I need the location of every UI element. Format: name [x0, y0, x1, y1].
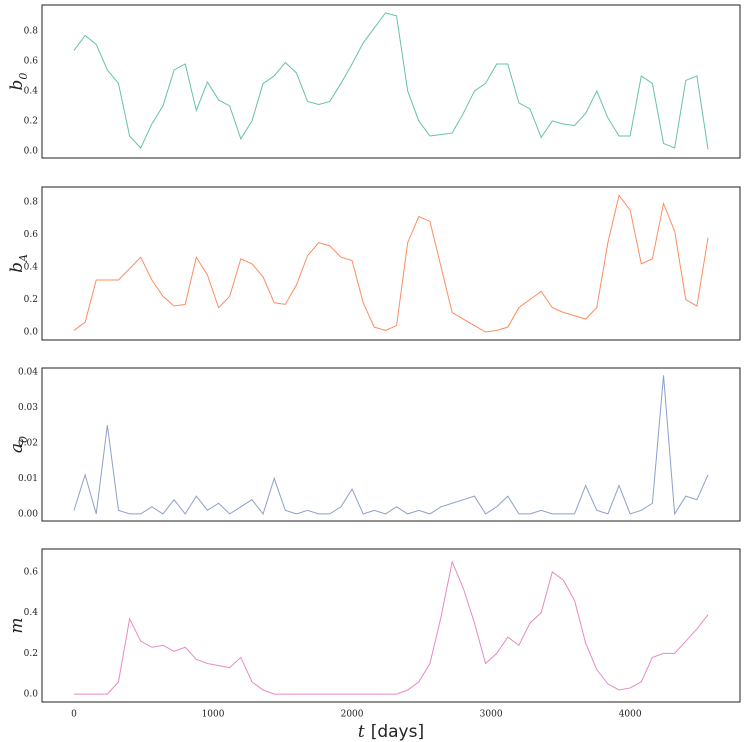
axes-frame: [41, 548, 741, 703]
x-axis-label: t [days]: [358, 722, 424, 742]
y-axis-label-subscript: A: [17, 254, 30, 263]
y-tick-label: 0.6: [24, 567, 39, 577]
y-axis-label-text: b: [7, 80, 27, 91]
y-tick-label: 0.2: [24, 116, 38, 126]
y-tick-label: 0.2: [24, 295, 38, 305]
data-line: [73, 375, 709, 516]
axes-frame: [41, 4, 741, 159]
y-axis-label: bA: [7, 254, 30, 273]
y-axis-label-text: a: [7, 443, 27, 453]
y-tick-label: 0.8: [24, 26, 39, 36]
y-tick-label: 0.04: [18, 367, 38, 377]
y-tick-label: 0.0: [24, 146, 39, 156]
y-tick-label: 0.01: [18, 474, 38, 484]
x-axis-label-var: t: [358, 722, 365, 742]
y-axis-label-text: b: [7, 262, 27, 273]
y-tick-label: 0.6: [24, 230, 39, 240]
axes-frame: [41, 367, 741, 522]
x-axis-label-unit: [days]: [371, 722, 424, 742]
y-axis-label-subscript: 0: [17, 436, 30, 443]
y-tick-label: 0.4: [24, 262, 39, 272]
y-axis-label: b0: [7, 73, 30, 91]
y-tick-label: 0.0: [24, 690, 39, 700]
y-axis-label-text: m: [7, 617, 27, 633]
y-axis-label: a0: [7, 436, 30, 453]
x-tick-label: 1000: [202, 710, 225, 720]
y-tick-label: 0.4: [24, 86, 39, 96]
x-tick-label: 2000: [341, 710, 364, 720]
x-tick-label: 3000: [480, 710, 503, 720]
y-tick-label: 0.03: [18, 403, 38, 413]
x-tick-label: 0: [71, 710, 77, 720]
y-axis-label-subscript: 0: [17, 73, 30, 80]
x-tick-label: 4000: [619, 710, 642, 720]
y-tick-label: 0.8: [24, 197, 39, 207]
data-line: [73, 194, 709, 333]
data-line: [73, 560, 709, 695]
y-axis-label: m: [7, 617, 27, 633]
y-tick-label: 0.00: [18, 509, 38, 519]
y-tick-label: 0.6: [24, 56, 39, 66]
y-tick-label: 0.02: [18, 438, 38, 448]
data-line: [73, 12, 709, 150]
y-tick-label: 0.2: [24, 649, 38, 659]
y-tick-label: 0.4: [24, 608, 39, 618]
y-tick-label: 0.0: [24, 328, 39, 338]
axes-frame: [41, 186, 741, 341]
